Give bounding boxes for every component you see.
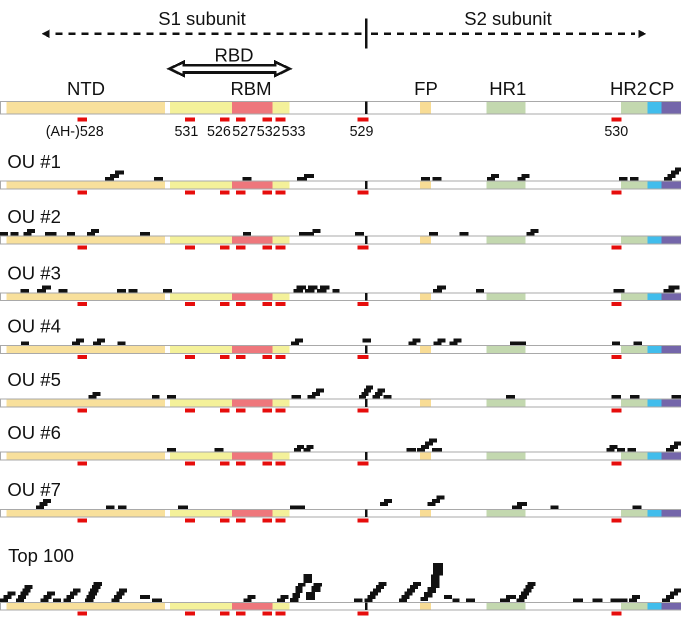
svg-text:529: 529 xyxy=(350,124,374,140)
svg-text:532: 532 xyxy=(257,124,281,140)
svg-text:NTD: NTD xyxy=(67,78,105,99)
svg-text:HR1: HR1 xyxy=(489,78,526,99)
svg-text:OU #7: OU #7 xyxy=(7,479,60,500)
svg-text:RBM: RBM xyxy=(230,78,271,99)
svg-text:RBD: RBD xyxy=(214,45,253,66)
svg-text:OU #5: OU #5 xyxy=(7,369,60,390)
svg-text:OU #2: OU #2 xyxy=(7,206,60,227)
svg-text:OU #4: OU #4 xyxy=(7,315,60,336)
svg-text:(AH-)528: (AH-)528 xyxy=(46,124,104,140)
svg-text:526: 526 xyxy=(207,124,231,140)
svg-text:CP: CP xyxy=(649,78,675,99)
svg-text:S1 subunit: S1 subunit xyxy=(158,8,245,29)
svg-text:533: 533 xyxy=(282,124,306,140)
svg-text:OU #6: OU #6 xyxy=(7,422,60,443)
svg-text:OU #3: OU #3 xyxy=(7,263,60,284)
svg-text:FP: FP xyxy=(414,78,438,99)
svg-text:527: 527 xyxy=(232,124,256,140)
svg-text:530: 530 xyxy=(604,124,628,140)
svg-text:Top 100: Top 100 xyxy=(8,545,74,566)
svg-text:OU #1: OU #1 xyxy=(7,151,60,172)
svg-text:531: 531 xyxy=(174,124,198,140)
svg-text:S2 subunit: S2 subunit xyxy=(464,8,551,29)
svg-text:HR2: HR2 xyxy=(610,78,647,99)
